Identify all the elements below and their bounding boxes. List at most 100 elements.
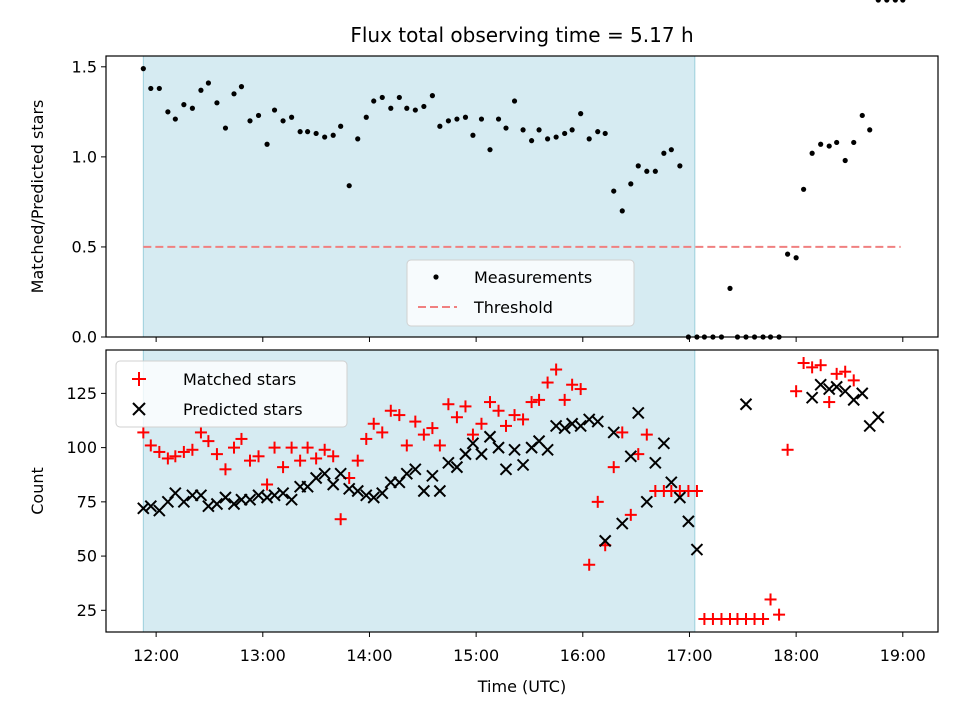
matched-star-point: [169, 450, 182, 463]
y-tick-label: 1.5: [72, 57, 97, 76]
measurement-point: [677, 163, 683, 169]
matched-star-point: [525, 396, 538, 409]
x-tick-label: 13:00: [240, 646, 286, 665]
measurement-point: [586, 136, 592, 142]
x-tick-label: 15:00: [453, 646, 499, 665]
measurement-point: [271, 107, 278, 113]
measurement-point: [495, 116, 502, 122]
measurement-point: [487, 147, 493, 153]
measurement-point: [198, 87, 204, 93]
x-tick-label: 12:00: [133, 646, 179, 665]
measurement-point: [322, 134, 328, 140]
matched-star-point: [318, 443, 331, 456]
predicted-star-point: [326, 478, 340, 491]
predicted-star-point: [260, 491, 274, 504]
y-tick-label: 0.0: [72, 328, 97, 347]
matched-star-point: [583, 558, 596, 571]
measurement-point: [454, 116, 460, 122]
predicted-star-point: [616, 517, 629, 530]
matched-star-point: [459, 400, 472, 413]
matched-star-point: [393, 409, 406, 422]
measurement-point: [355, 136, 361, 142]
legend-predicted-marker: [132, 402, 146, 416]
measurement-point: [148, 85, 154, 92]
predicted-star-point: [574, 419, 587, 433]
measurement-point: [553, 134, 559, 140]
measurement-point: [313, 130, 319, 137]
measurement-point: [834, 139, 840, 146]
measurement-point: [520, 127, 526, 133]
predicted-star-point: [360, 489, 373, 502]
legend-predicted-label: Predicted stars: [183, 400, 303, 419]
matched-star-point: [607, 461, 620, 474]
measurement-point: [818, 141, 824, 147]
predicted-star-point: [624, 450, 638, 463]
measurement-point: [214, 100, 220, 106]
predicted-star-point: [334, 467, 347, 480]
y-tick-label: 75: [77, 492, 97, 511]
predicted-star-point: [673, 491, 687, 504]
measurement-point: [611, 188, 617, 194]
predicted-star-point: [219, 491, 232, 504]
matched-star-point: [781, 443, 794, 456]
measurement-point: [536, 127, 542, 133]
predicted-star-point: [144, 499, 158, 513]
measurement-point: [165, 109, 171, 115]
predicted-star-point: [541, 443, 554, 456]
measurement-point: [511, 98, 518, 104]
matched-star-point: [400, 439, 413, 452]
matched-star-point: [574, 383, 587, 396]
matched-star-point: [806, 361, 819, 374]
matched-star-point: [219, 463, 232, 476]
matched-star-point: [566, 378, 579, 391]
predicted-star-point: [607, 426, 620, 439]
matched-star-point: [144, 439, 157, 452]
measurement-point: [140, 66, 146, 72]
predicted-star-point: [276, 486, 290, 500]
measurement-point: [388, 105, 394, 111]
matched-star-point: [384, 404, 397, 417]
matched-star-point: [376, 426, 389, 439]
predicted-star-point: [285, 493, 298, 506]
measurement-point: [280, 118, 286, 124]
predicted-star-point: [492, 441, 505, 454]
matched-star-point: [690, 485, 703, 497]
measurement-point: [421, 103, 427, 110]
y-tick-label: 50: [77, 547, 97, 566]
matched-star-point: [202, 435, 215, 448]
measurement-point: [900, 0, 906, 3]
measurement-point: [859, 112, 865, 119]
predicted-star-point: [682, 515, 695, 528]
predicted-star-point: [814, 378, 827, 391]
matched-star-point: [334, 513, 347, 526]
predicted-star-point: [657, 437, 671, 450]
x-tick-label: 18:00: [773, 646, 819, 665]
matched-star-point: [433, 439, 446, 452]
measurement-point: [595, 129, 601, 135]
predicted-star-point: [194, 489, 208, 502]
measurement-point: [264, 141, 270, 147]
measurement-point: [801, 186, 807, 192]
predicted-star-point: [830, 380, 843, 394]
matched-star-point: [210, 448, 223, 461]
measurement-point: [346, 183, 352, 189]
predicted-star-point: [822, 382, 836, 396]
measurement-point: [396, 94, 402, 101]
measurement-point: [255, 112, 262, 119]
measurement-point: [545, 136, 551, 142]
measurement-point: [330, 132, 336, 138]
measurement-point: [412, 107, 418, 113]
matched-star-point: [839, 365, 852, 378]
matched-star-point: [517, 413, 530, 426]
matched-star-point: [228, 441, 240, 454]
matched-star-point: [409, 415, 422, 428]
matched-star-point: [285, 441, 298, 454]
matched-star-point: [194, 426, 207, 439]
matched-star-point: [475, 417, 488, 430]
predicted-star-point: [466, 437, 480, 450]
bottom-y-axis-label: Count: [28, 467, 47, 515]
predicted-star-point: [856, 387, 869, 400]
matched-star-point: [351, 454, 364, 467]
top-y-axis-label: Matched/Predicted stars: [28, 100, 47, 294]
matched-star-point: [137, 426, 150, 439]
